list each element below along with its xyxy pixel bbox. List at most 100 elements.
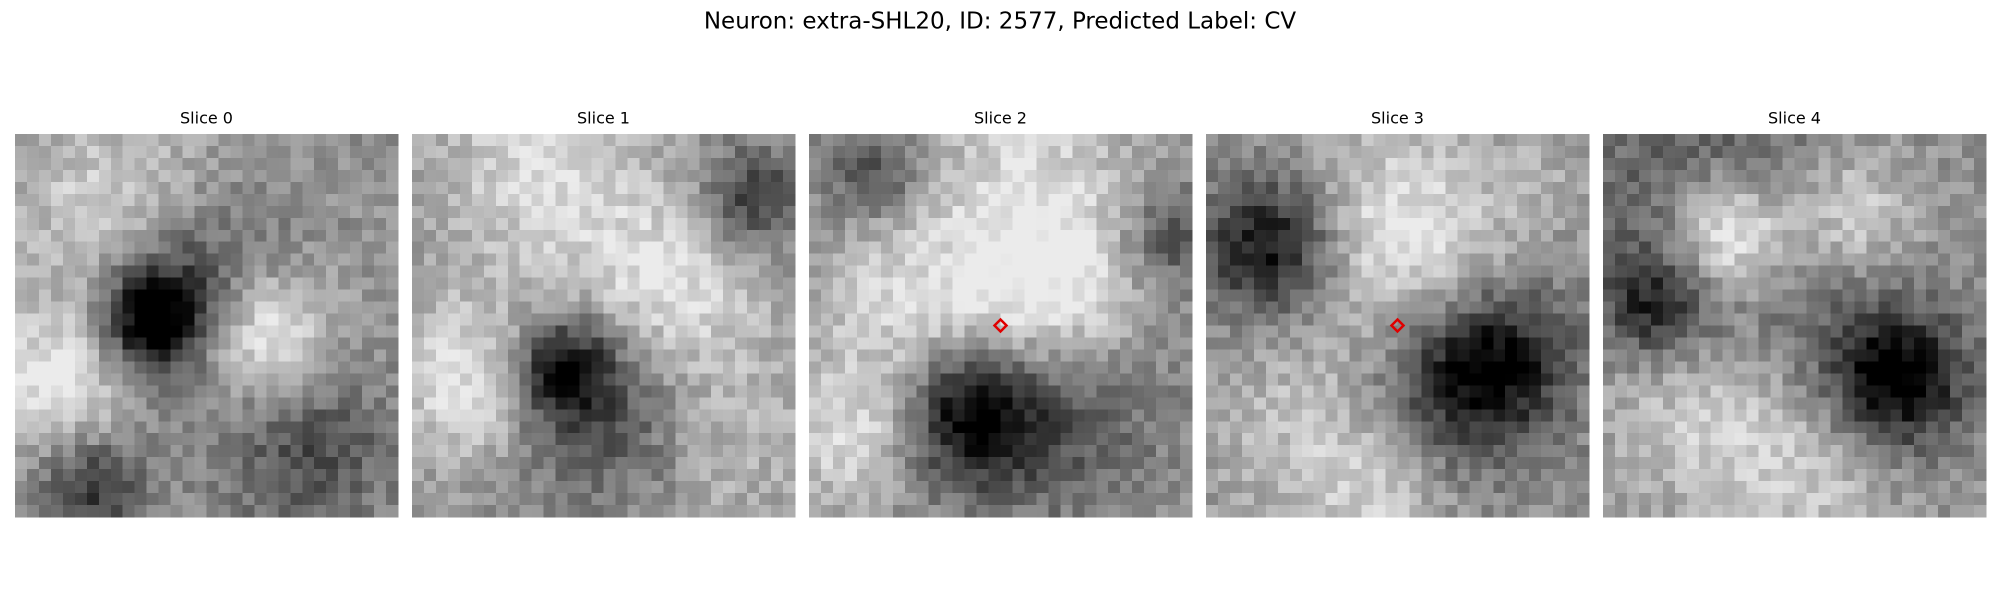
- pixel: [1926, 385, 1939, 398]
- pixel: [1878, 217, 1891, 231]
- pixel: [1048, 134, 1061, 147]
- pixel: [1445, 373, 1458, 386]
- pixel: [1409, 505, 1422, 518]
- pixel: [651, 265, 664, 279]
- pixel: [1962, 277, 1975, 291]
- pixel: [1974, 289, 1987, 303]
- pixel: [1866, 397, 1879, 410]
- pixel: [555, 385, 569, 398]
- pixel: [386, 181, 399, 195]
- pixel: [314, 289, 327, 303]
- pixel: [435, 433, 449, 446]
- pixel: [122, 301, 136, 315]
- pixel: [350, 169, 363, 183]
- pixel: [1168, 253, 1181, 267]
- pixel: [1241, 157, 1255, 171]
- pixel: [290, 301, 303, 315]
- pixel: [1722, 349, 1736, 362]
- pixel: [412, 193, 425, 207]
- pixel: [1553, 373, 1566, 386]
- pixel: [1253, 193, 1267, 207]
- pixel: [182, 325, 196, 338]
- pixel: [1120, 134, 1133, 147]
- pixel: [158, 361, 172, 374]
- pixel: [1036, 457, 1049, 470]
- pixel: [928, 397, 942, 410]
- pixel: [507, 409, 521, 422]
- pixel: [1096, 157, 1109, 171]
- pixel: [1241, 493, 1255, 506]
- pixel: [74, 145, 88, 159]
- pixel: [350, 241, 363, 255]
- pixel: [1072, 265, 1085, 279]
- pixel: [1108, 421, 1121, 434]
- pixel: [1842, 169, 1855, 183]
- pixel: [1096, 289, 1109, 303]
- pixel: [1674, 169, 1688, 183]
- pixel: [1746, 337, 1760, 350]
- pixel: [1241, 385, 1255, 398]
- pixel: [1373, 277, 1387, 291]
- pixel: [519, 469, 533, 482]
- pixel: [1698, 301, 1712, 315]
- pixel: [663, 445, 676, 458]
- pixel: [1686, 217, 1700, 231]
- pixel: [86, 445, 100, 458]
- pixel: [952, 134, 966, 147]
- pixel: [170, 169, 184, 183]
- pixel: [1505, 205, 1518, 219]
- pixel: [1782, 445, 1795, 458]
- pixel: [1180, 361, 1193, 374]
- pixel: [952, 313, 966, 326]
- pixel: [952, 373, 966, 386]
- pixel: [1517, 433, 1530, 446]
- pixel: [74, 325, 88, 338]
- pixel: [1373, 205, 1387, 219]
- pixel: [1962, 134, 1975, 147]
- pixel: [711, 505, 724, 518]
- pixel: [110, 373, 124, 386]
- pixel: [711, 169, 724, 183]
- pixel: [1493, 457, 1506, 470]
- pixel: [723, 134, 736, 147]
- pixel: [1313, 277, 1327, 291]
- pixel: [711, 265, 724, 279]
- pixel: [868, 229, 882, 243]
- pixel: [146, 205, 160, 219]
- pixel: [856, 289, 870, 303]
- pixel: [1229, 229, 1243, 243]
- pixel: [735, 397, 748, 410]
- pixel: [1493, 421, 1506, 434]
- pixel: [591, 289, 604, 303]
- center-marker: [992, 317, 1009, 334]
- pixel: [1168, 337, 1181, 350]
- pixel: [603, 493, 616, 506]
- pixel: [1626, 349, 1640, 362]
- pixel: [194, 289, 207, 303]
- pixel: [374, 469, 387, 482]
- pixel: [1289, 145, 1303, 159]
- pixel: [1974, 325, 1987, 338]
- pixel: [1457, 145, 1470, 159]
- pixel: [988, 181, 1001, 195]
- pixel: [362, 205, 375, 219]
- pixel: [447, 145, 461, 159]
- pixel: [579, 181, 593, 195]
- pixel: [1421, 385, 1434, 398]
- pixel: [62, 421, 76, 434]
- pixel: [1096, 229, 1109, 243]
- pixel: [362, 493, 375, 506]
- pixel: [892, 445, 906, 458]
- pixel: [290, 217, 303, 231]
- pixel: [302, 289, 315, 303]
- pixel: [1577, 277, 1590, 291]
- pixel: [507, 337, 521, 350]
- pixel: [555, 169, 569, 183]
- pixel: [412, 265, 425, 279]
- pixel: [1842, 217, 1855, 231]
- pixel: [38, 337, 52, 350]
- pixel: [1782, 205, 1795, 219]
- pixel: [783, 397, 796, 410]
- pixel: [158, 325, 172, 338]
- pixel: [1782, 409, 1795, 422]
